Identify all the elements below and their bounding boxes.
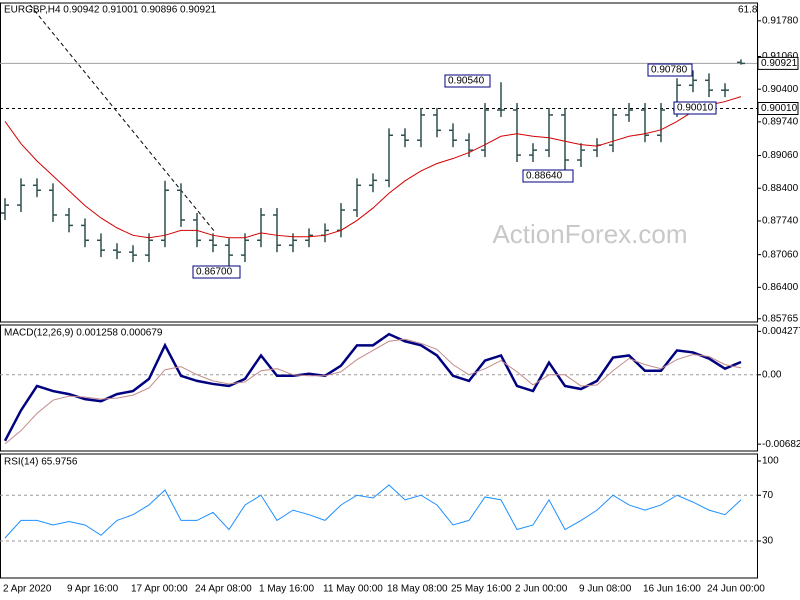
x-tick-label: 2 Apr 2020 <box>3 584 52 595</box>
annotation: 0.90780 <box>651 65 688 76</box>
y-tick-label: 0.004277 <box>762 326 800 337</box>
price-tag-label: 0.90010 <box>761 103 798 114</box>
x-tick-label: 1 May 16:00 <box>259 584 314 595</box>
y-tick-label: 0.86400 <box>762 282 799 293</box>
panel-frame <box>0 324 758 452</box>
annotation-box <box>673 101 717 115</box>
annotation: 0.86700 <box>196 267 233 278</box>
x-tick-label: 16 Jun 16:00 <box>643 584 701 595</box>
y-tick-label: 30 <box>762 536 774 547</box>
price-tag <box>757 56 799 70</box>
chart-title: EURGBP,H4 0.90942 0.91001 0.90896 0.9092… <box>4 5 217 16</box>
annotation-box <box>192 265 241 279</box>
annotation: 0.88640 <box>526 171 563 182</box>
y-tick-label: 70 <box>762 490 774 501</box>
x-tick-label: 17 Apr 00:00 <box>131 584 188 595</box>
y-tick-label: 0.89740 <box>762 117 799 128</box>
moving-average <box>4 96 742 239</box>
x-tick-label: 24 Apr 08:00 <box>195 584 252 595</box>
y-tick-label: 0.91780 <box>762 15 799 26</box>
y-tick-label: 0.88400 <box>762 183 799 194</box>
x-tick-label: 18 May 08:00 <box>387 584 448 595</box>
indicator-line <box>4 338 742 445</box>
y-tick-label: 0.85765 <box>762 313 799 324</box>
x-tick-label: 11 May 00:00 <box>323 584 383 595</box>
y-tick-label: 0.89060 <box>762 150 799 161</box>
x-tick-label: 24 Jun 00:00 <box>707 584 765 595</box>
price-tag <box>757 102 799 116</box>
panel-frame <box>0 453 758 579</box>
annotation: 0.90010 <box>677 103 714 114</box>
panel-title: MACD(12,26,9) 0.001258 0.000679 <box>4 328 163 339</box>
watermark: ActionForex.com <box>492 219 687 249</box>
x-tick-label: 25 May 16:00 <box>451 584 512 595</box>
annotation: 61.8 <box>738 5 758 16</box>
indicator-line <box>4 484 742 539</box>
x-tick-label: 2 Jun 00:00 <box>515 584 568 595</box>
annotation-box <box>444 74 491 88</box>
y-tick-label: 0.90400 <box>762 84 799 95</box>
annotation-box <box>647 63 693 77</box>
y-tick-label: 0.87740 <box>762 216 799 227</box>
annotation-box <box>522 169 574 183</box>
indicator-line <box>3 332 742 442</box>
y-tick-label: -0.006824 <box>762 439 800 450</box>
panel-title: RSI(14) 65.9756 <box>4 457 78 468</box>
annotation: 0.90540 <box>448 76 485 87</box>
y-tick-label: 0.91060 <box>762 51 799 62</box>
panel-frame <box>0 2 758 323</box>
x-tick-label: 9 Apr 16:00 <box>67 584 119 595</box>
price-tag-label: 0.90921 <box>761 58 798 69</box>
x-tick-label: 9 Jun 08:00 <box>579 584 632 595</box>
y-tick-label: 100 <box>762 456 779 467</box>
y-tick-label: 0.87060 <box>762 249 799 260</box>
y-tick-label: 0.00 <box>762 369 782 380</box>
